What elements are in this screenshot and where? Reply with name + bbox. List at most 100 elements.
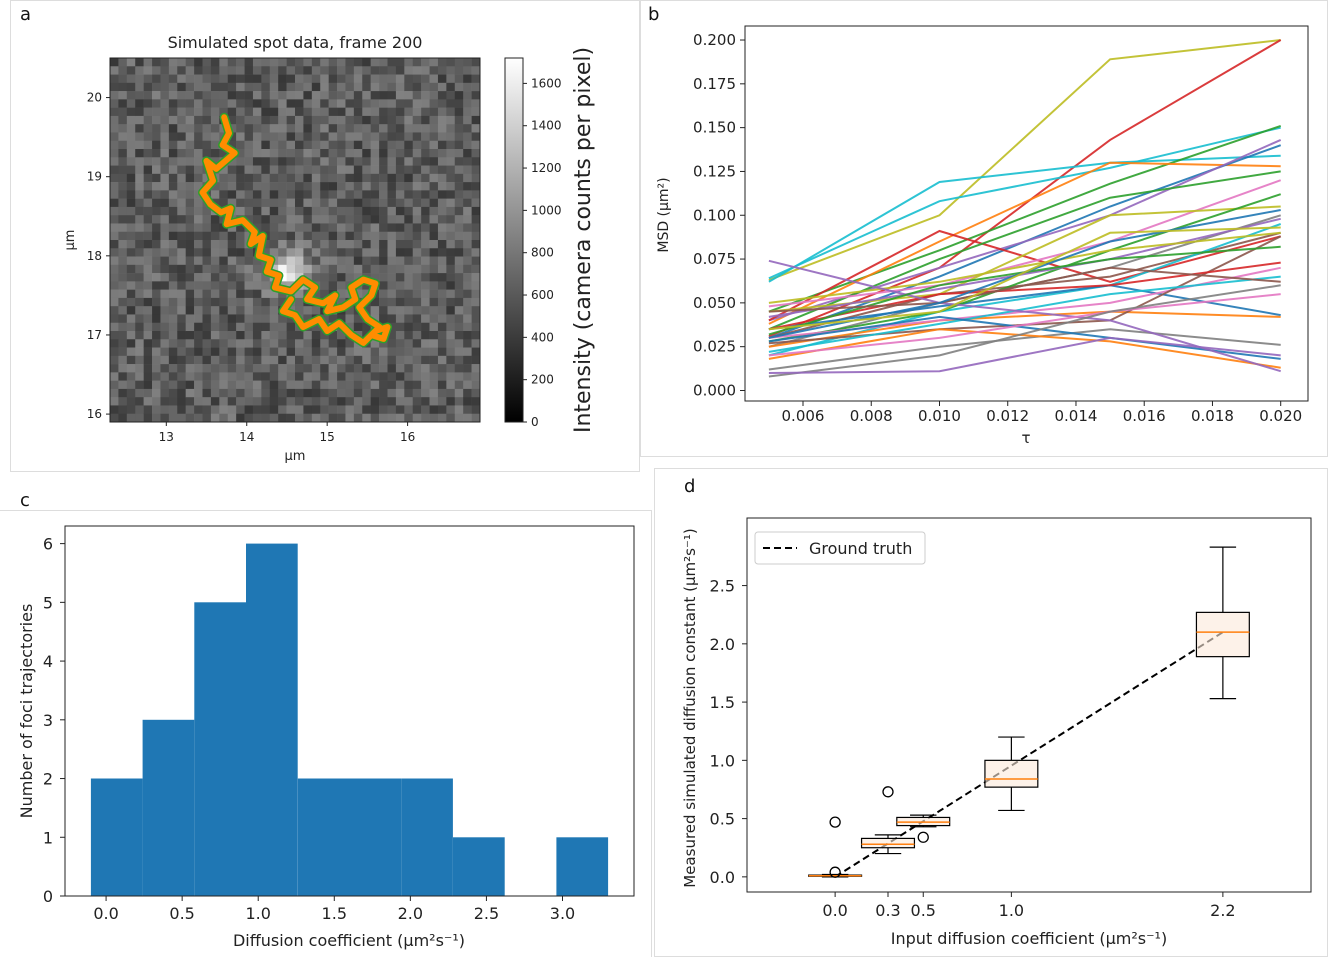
heatmap-pixel [395,223,405,233]
heatmap-pixel [227,248,237,257]
msd-series-line [768,170,1281,331]
msd-series-line [768,154,1281,283]
heatmap-pixel [278,347,287,357]
heatmap-pixel [370,380,380,390]
heatmap-pixel [362,132,371,142]
heatmap-pixel [387,91,397,100]
heatmap-pixel [185,297,195,307]
heatmap-pixel [177,289,186,299]
heatmap-pixel [454,190,464,199]
heatmap-pixel [337,339,346,348]
heatmap-pixel [328,314,338,324]
flier-point [829,866,841,878]
heatmap-pixel [126,364,136,373]
heatmap-pixel [353,173,363,183]
heatmap-pixel [471,256,481,266]
heatmap-pixel [437,215,447,224]
heatmap-pixel [278,256,287,266]
heatmap-pixel [395,364,405,373]
heatmap-pixel [437,413,447,423]
heatmap-pixel [345,347,355,357]
heatmap-pixel [185,306,195,315]
heatmap-pixel [370,124,380,133]
heatmap-pixel [177,215,186,224]
heatmap-pixel [454,413,464,423]
heatmap-pixel [387,314,397,324]
heatmap-pixel [454,331,464,340]
heatmap-pixel [446,273,456,282]
heatmap-pixel [227,107,237,117]
heatmap-pixel [143,99,153,108]
heatmap-pixel [261,322,271,332]
msd-series-line [768,231,1281,304]
heatmap-pixel [471,190,481,199]
heatmap-pixel [379,223,388,233]
heatmap-pixel [202,91,212,100]
flier-point [882,786,894,798]
heatmap-pixel [395,413,405,423]
heatmap-pixel [168,58,178,67]
heatmap-pixel [202,82,212,92]
heatmap-pixel [337,165,346,175]
heatmap-pixel [370,198,380,208]
heatmap-pixel [227,413,237,423]
heatmap-pixel [463,231,472,241]
heatmap-pixel [194,140,203,150]
heatmap-pixel [236,66,245,75]
heatmap-pixel [387,74,397,84]
heatmap-pixel [303,58,313,67]
heatmap-pixel [379,240,388,249]
heatmap-pixel [379,397,388,406]
heatmap-pixel [303,82,313,92]
heatmap-pixel [379,190,388,199]
heatmap-pixel [311,91,321,100]
heatmap-pixel [194,331,203,340]
heatmap-pixel [429,58,439,67]
heatmap-pixel [152,264,161,274]
heatmap-pixel [219,397,229,406]
heatmap-pixel [429,165,439,175]
heatmap-pixel [177,82,186,92]
heatmap-pixel [303,223,313,233]
heatmap-pixel [126,248,136,257]
heatmap-pixel [278,149,287,158]
heatmap-pixel [471,380,481,390]
colorbar-tick-label: 1000 [531,203,562,217]
heatmap-pixel [463,413,472,423]
heatmap-pixel [152,91,161,100]
heatmap-pixel [227,91,237,100]
heatmap-pixel [135,281,144,290]
heatmap-pixel [152,364,161,373]
heatmap-pixel [320,388,329,398]
heatmap-pixel [429,405,439,415]
heatmap-pixel [379,364,388,373]
heatmap-pixel [387,198,397,208]
heatmap-pixel [143,397,153,406]
heatmap-pixel [244,173,254,183]
heatmap-pixel [261,364,271,373]
heatmap-pixel [379,140,388,150]
heatmap-pixel [353,264,363,274]
boxplot [860,786,916,855]
heatmap-pixel [421,132,430,142]
heatmap-pixel [278,322,287,332]
heatmap-pixel [194,273,203,282]
heatmap-pixel [252,132,262,142]
heatmap-pixel [202,306,212,315]
heatmap-pixel [252,124,262,133]
heatmap-pixel [261,182,271,191]
heatmap-pixel [236,413,245,423]
heatmap-pixel [152,231,161,241]
heatmap-pixel [311,99,321,108]
heatmap-pixel [471,124,481,133]
heatmap-pixel [303,372,313,381]
heatmap-pixel [345,273,355,282]
heatmap-pixel [194,198,203,208]
heatmap-pixel [143,157,153,166]
heatmap-pixel [370,306,380,315]
panel-label-b: b [648,4,660,25]
y-axis-label: Number of foci trajectories [17,604,36,819]
heatmap-pixel [236,306,245,315]
heatmap-pixel [429,82,439,92]
heatmap-pixel [236,240,245,249]
